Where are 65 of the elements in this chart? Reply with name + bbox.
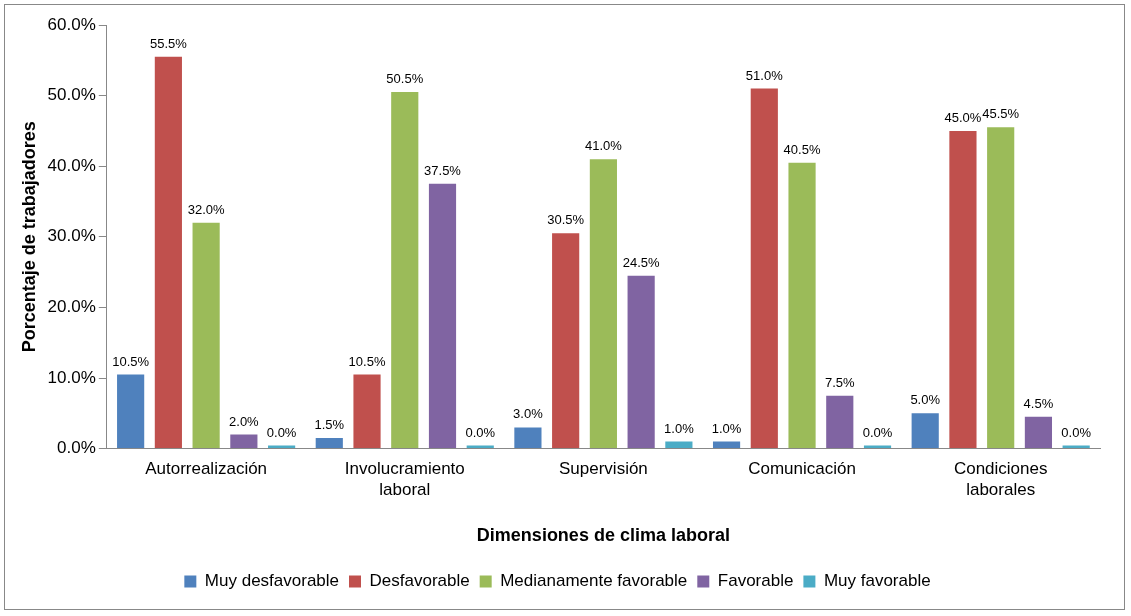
bar [665,441,693,449]
bar [750,88,778,449]
data-label: 0.0% [1061,424,1092,440]
legend-label: Muy favorable [823,571,931,591]
bar [230,434,258,449]
data-label: 0.0% [465,424,496,440]
y-tick-label: 20.0% [47,297,96,317]
legend-label: Favorable [717,571,794,591]
bar [627,275,655,449]
y-tick-label: 30.0% [47,226,96,246]
data-label: 1.5% [314,417,345,433]
bar [428,183,457,449]
bar [315,438,343,449]
data-label: 7.5% [824,374,856,390]
bar [514,427,542,449]
x-tick-label: Comunicación [748,459,856,479]
bar [788,162,816,449]
x-axis-title: Dimensiones de clima laboral [476,525,730,546]
y-tick-label: 10.0% [47,367,96,387]
bar [353,374,381,449]
data-label: 51.0% [745,67,784,83]
data-label: 1.0% [664,420,695,436]
bar [589,159,617,449]
legend-label: Medianamente favorable [500,571,688,591]
data-label: 55.5% [149,35,188,51]
data-label: 0.0% [862,424,893,440]
x-tick-label: Supervisión [558,459,648,479]
bar [826,395,854,449]
bar [552,233,580,449]
legend-label: Desfavorable [369,571,470,591]
data-label: 5.0% [910,392,941,408]
data-label: 0.0% [266,424,297,440]
data-label: 3.0% [513,406,544,422]
data-label: 10.5% [348,353,386,369]
y-tick-label: 0.0% [57,438,96,458]
data-label: 24.5% [622,254,661,270]
x-tick-label: Autorrealización [145,459,268,479]
x-tick-label: Condiciones laborales [953,459,1048,499]
bar [712,441,741,449]
data-label: 2.0% [229,413,260,429]
bar [154,56,182,449]
bar [949,130,977,449]
bar [911,413,939,449]
data-label: 1.0% [711,420,742,436]
data-label: 32.0% [187,201,225,217]
y-tick-label: 60.0% [47,14,96,34]
data-label: 30.5% [547,212,585,228]
data-label: 37.5% [424,162,462,178]
data-label: 45.5% [982,106,1020,122]
bar [192,222,220,449]
y-axis-title: Porcentaje de trabajadores [18,121,39,353]
data-label: 41.0% [584,138,623,154]
legend-label: Muy desfavorable [204,571,340,591]
bar [117,374,145,449]
bar [1024,416,1053,449]
data-label: 10.5% [112,353,150,369]
y-tick-label: 50.0% [47,85,96,105]
data-label: 4.5% [1023,395,1054,411]
data-label: 45.0% [944,109,982,125]
x-tick-label: Involucramiento laboral [344,459,465,499]
y-tick-label: 40.0% [47,155,96,175]
bar [987,127,1015,449]
data-label: 50.5% [386,71,424,87]
bar [391,92,419,449]
data-label: 40.5% [783,141,821,157]
